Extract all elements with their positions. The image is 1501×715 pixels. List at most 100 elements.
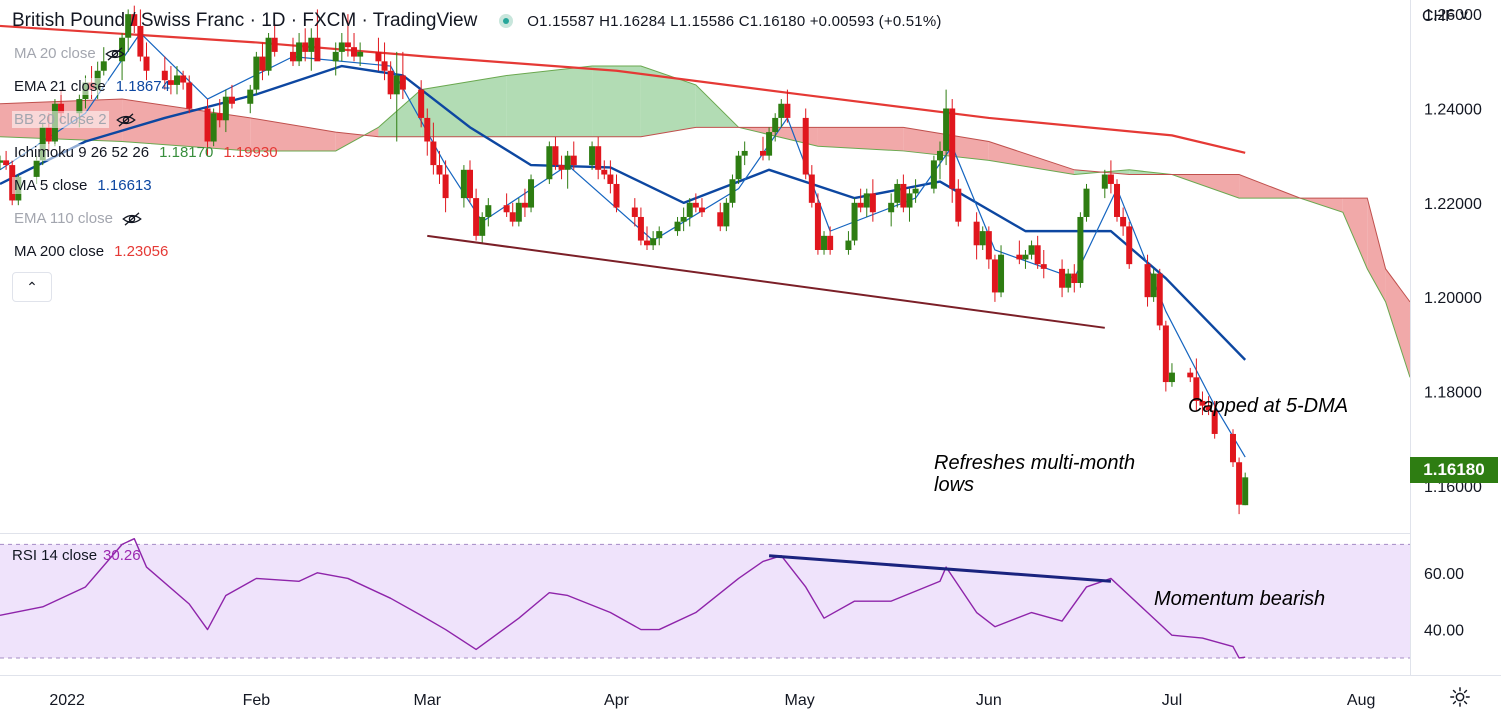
candle-body [314, 37, 321, 62]
time-tick-label: Mar [413, 692, 441, 709]
candle [1126, 221, 1133, 269]
cloud-segment [421, 75, 507, 137]
candle [247, 84, 254, 114]
candle-body [119, 37, 126, 62]
candle-body [1065, 273, 1072, 288]
candle [546, 141, 553, 184]
rsi-tick-label: 60.00 [1424, 566, 1464, 583]
hidden-eye-icon[interactable] [115, 112, 137, 127]
candle-body [338, 42, 345, 52]
market-status-icon [499, 14, 514, 28]
trendline-group [427, 234, 1105, 329]
candle-body [631, 207, 638, 217]
candle-body [613, 183, 620, 208]
candle-body [137, 25, 144, 57]
candle-body [39, 127, 46, 161]
candle [399, 51, 406, 100]
indicator-value: 1.18170 [159, 144, 214, 161]
candle-body [1114, 183, 1121, 217]
candle [509, 202, 516, 227]
symbol-title[interactable]: British Pound / Swiss Franc · 1D · FXCM … [12, 10, 478, 31]
hidden-eye-icon[interactable] [104, 46, 126, 61]
ohlc-readout: O1.15587 H1.16284 L1.15586 C1.16180 +0.0… [527, 12, 942, 30]
candle-body [973, 221, 980, 246]
candle-body [387, 70, 394, 95]
candle-body [845, 240, 852, 250]
candle [888, 193, 895, 227]
candle-body [1150, 273, 1157, 298]
candle [564, 150, 571, 189]
indicator-row[interactable]: MA 5 close 1.16613 [12, 177, 154, 194]
candle [1040, 249, 1047, 279]
candle [772, 113, 779, 142]
candle [766, 127, 773, 161]
rsi-label[interactable]: RSI 14 close [12, 547, 98, 564]
candle-body [143, 56, 150, 71]
currency-selector[interactable]: CHF ˅ [1422, 8, 1469, 25]
candle-body [900, 183, 907, 208]
annotation-refreshes-line2: lows [934, 474, 975, 496]
candle [296, 33, 303, 67]
candle [656, 226, 663, 246]
candle-body [869, 193, 876, 213]
candle [1211, 400, 1218, 439]
candle-body [851, 202, 858, 241]
candle-body [607, 174, 614, 184]
indicator-row[interactable]: BB 20 close 2 [12, 111, 137, 128]
candle-body [589, 146, 596, 166]
candle-body [955, 188, 962, 222]
candle [381, 42, 388, 81]
indicator-row[interactable]: MA 20 close [12, 45, 126, 62]
candle [1022, 249, 1029, 269]
candle [515, 198, 522, 227]
candle [485, 198, 492, 227]
candle-body [1028, 245, 1035, 255]
candle [1107, 160, 1114, 194]
indicator-value: 1.23056 [114, 243, 169, 260]
candle [729, 174, 736, 208]
rsi-tick-label: 40.00 [1424, 623, 1464, 640]
indicator-row[interactable]: MA 200 close 1.23056 [12, 243, 170, 260]
candle-body [296, 42, 303, 62]
candle [1065, 268, 1072, 293]
candle-body [357, 51, 364, 57]
candle [351, 33, 358, 62]
candle [680, 207, 687, 232]
candle [1199, 391, 1206, 416]
candle-body [399, 75, 406, 90]
candle [436, 150, 443, 184]
candle-body [808, 174, 815, 203]
candle [1205, 396, 1212, 416]
cloud-segment [1385, 268, 1410, 378]
candle [357, 42, 364, 67]
candle-body [521, 202, 528, 208]
candle [723, 198, 730, 232]
indicator-row[interactable]: Ichimoku 9 26 52 26 1.18170 1.19930 [12, 144, 280, 161]
candle-body [161, 70, 168, 81]
candle-body [393, 75, 400, 95]
candle-body [33, 160, 40, 177]
candle [650, 231, 657, 250]
candle-body [253, 56, 260, 90]
settings-gear-icon[interactable] [1449, 686, 1471, 708]
indicator-row[interactable]: EMA 110 close [12, 210, 143, 227]
candle [631, 198, 638, 227]
collapse-legend-button[interactable]: ⌃ [12, 272, 52, 302]
candle-body [1083, 188, 1090, 217]
candle-body [1162, 325, 1169, 383]
hidden-eye-icon[interactable] [121, 211, 143, 226]
candle-body [436, 165, 443, 175]
candle [167, 66, 174, 95]
candle [1059, 259, 1066, 298]
candle [0, 155, 3, 170]
candle [1083, 183, 1090, 222]
indicator-row[interactable]: EMA 21 close 1.18674 [12, 78, 172, 95]
annotation-refreshes: Refreshes multi-month lows [934, 452, 1135, 496]
candle [338, 33, 345, 62]
indicator-value-2: 1.19930 [223, 144, 278, 161]
candle [1077, 212, 1084, 288]
candle-body [784, 103, 791, 118]
cloud-segment [817, 127, 904, 151]
candle [1162, 320, 1169, 392]
